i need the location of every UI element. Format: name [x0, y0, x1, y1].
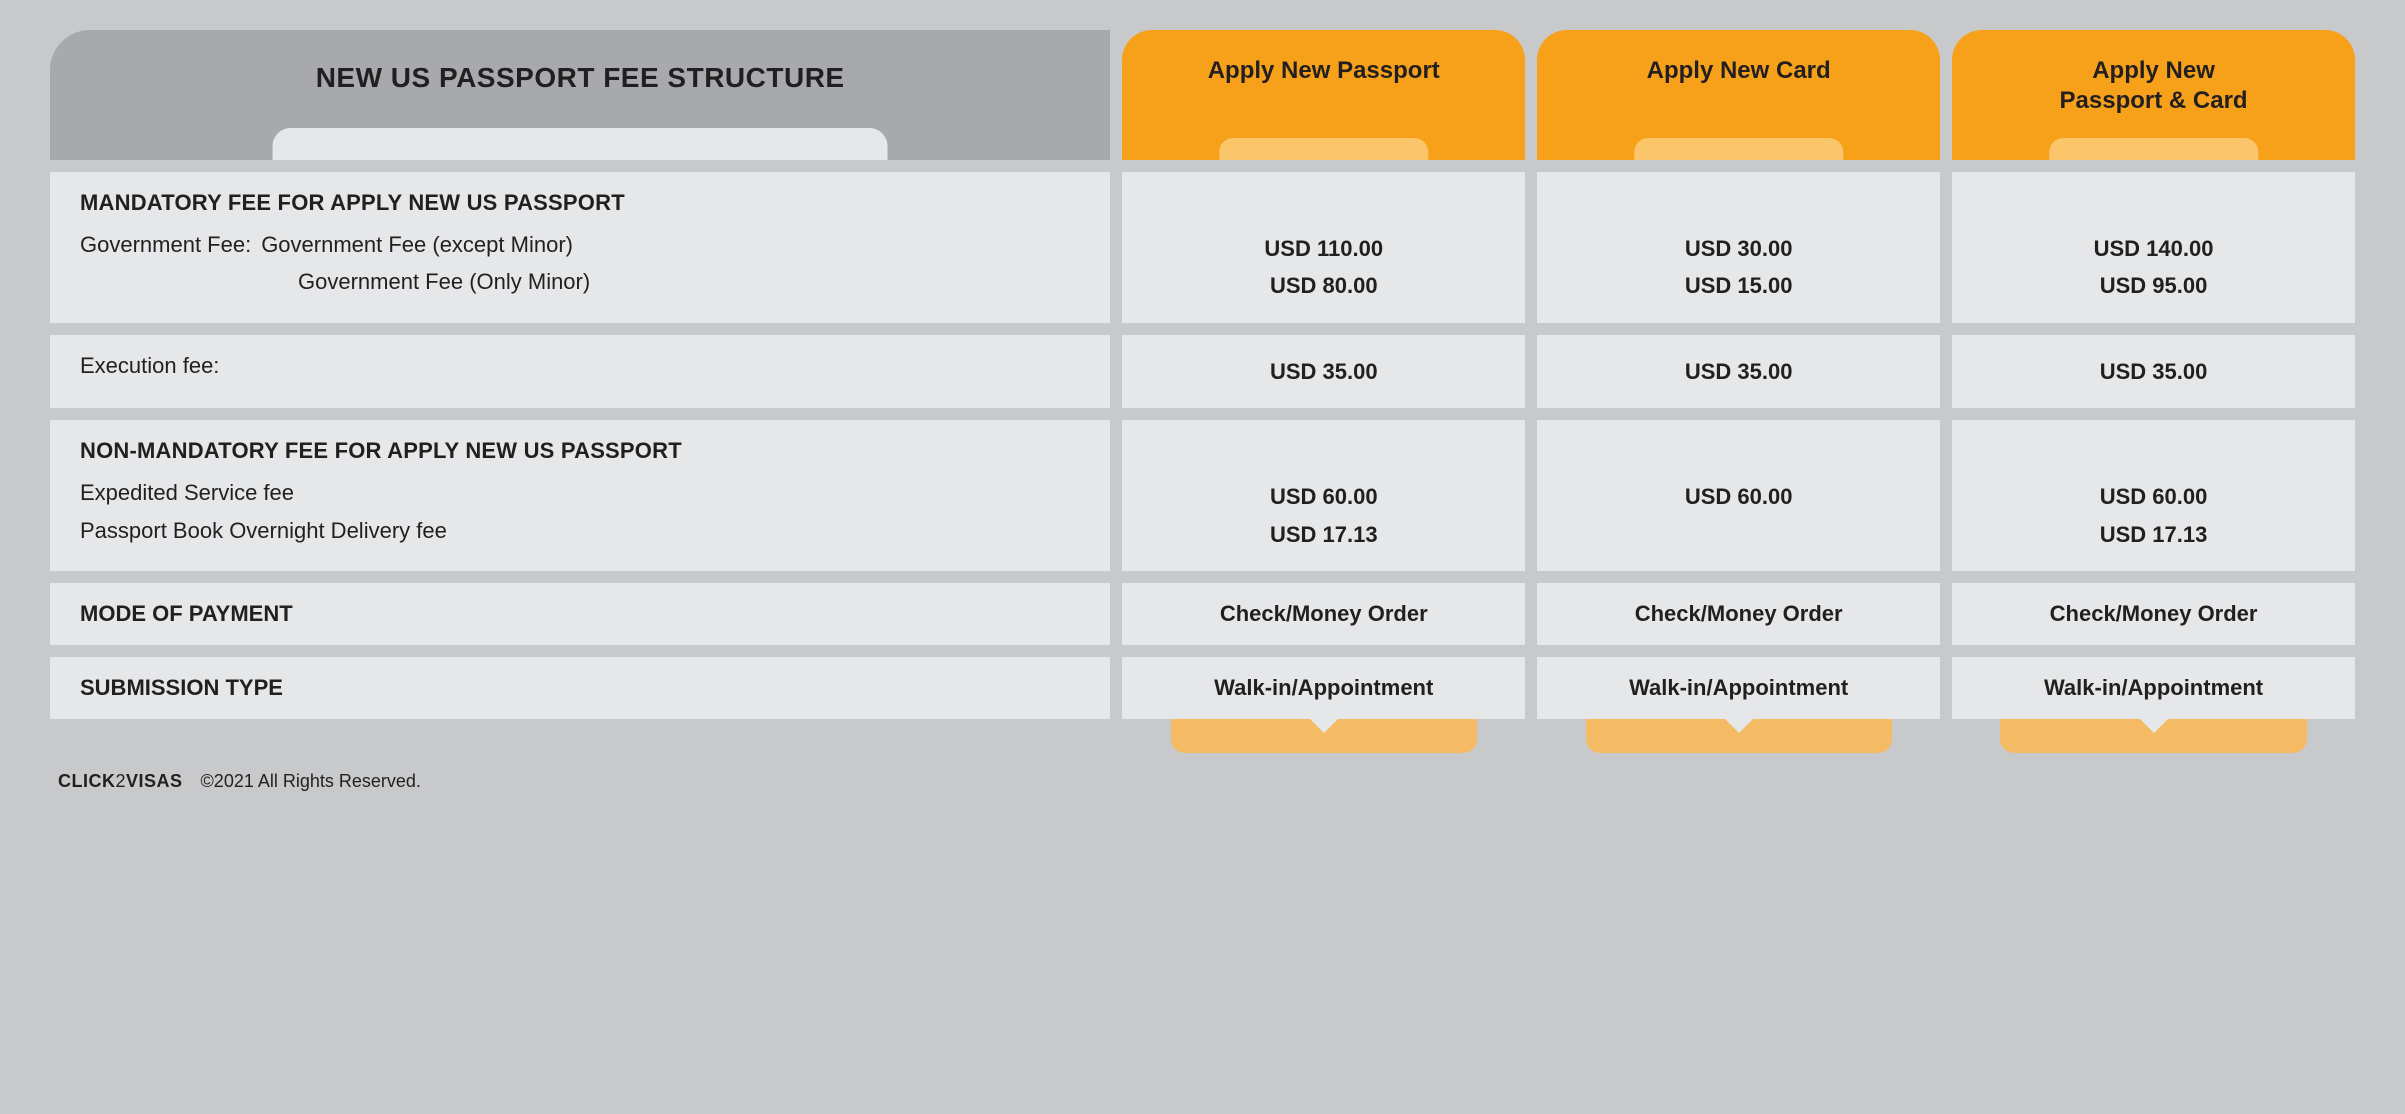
section-mandatory-labels: MANDATORY FEE FOR APPLY NEW US PASSPORT …: [50, 172, 1110, 323]
submission-type-label: SUBMISSION TYPE: [50, 657, 1110, 719]
brand-mid: 2: [116, 771, 127, 791]
header-col-0-label: Apply New Passport: [1198, 56, 1450, 86]
section-nonmandatory-title: NON-MANDATORY FEE FOR APPLY NEW US PASSP…: [80, 438, 1080, 464]
gov-fee-prefix: Government Fee:: [80, 226, 251, 263]
nonmand-col1: USD 60.00: [1537, 420, 1940, 571]
gov-fee-1-2: USD 95.00: [1982, 267, 2325, 304]
overnight-label: Passport Book Overnight Delivery fee: [80, 512, 1080, 549]
footer-tag-2: [1952, 719, 2355, 753]
overnight-val-0: USD 17.13: [1152, 516, 1495, 553]
submission-type-1: Walk-in/Appointment: [1537, 657, 1940, 719]
submission-type-row: SUBMISSION TYPE Walk-in/Appointment Walk…: [50, 657, 2355, 719]
brand-pre: CLICK: [58, 771, 116, 791]
header-col-0: Apply New Passport: [1122, 30, 1525, 160]
execution-col0: USD 35.00: [1122, 335, 1525, 408]
execution-col1: USD 35.00: [1537, 335, 1940, 408]
nonmand-col0: USD 60.00 USD 17.13: [1122, 420, 1525, 571]
execution-val-1: USD 35.00: [1567, 353, 1910, 390]
section-mandatory: MANDATORY FEE FOR APPLY NEW US PASSPORT …: [50, 172, 2355, 323]
section-mandatory-col1: USD 30.00 USD 15.00: [1537, 172, 1940, 323]
section-mandatory-title: MANDATORY FEE FOR APPLY NEW US PASSPORT: [80, 190, 1080, 216]
expedited-label: Expedited Service fee: [80, 474, 1080, 511]
fee-table: NEW US PASSPORT FEE STRUCTURE Apply New …: [50, 30, 2355, 792]
gov-fee-line-0: Government Fee: Government Fee (except M…: [80, 226, 1080, 263]
mode-of-payment-label: MODE OF PAYMENT: [50, 583, 1110, 645]
header-title-cell: NEW US PASSPORT FEE STRUCTURE: [50, 30, 1110, 160]
section-execution: Execution fee: USD 35.00 USD 35.00 USD 3…: [50, 335, 2355, 408]
brand: CLICK2VISAS: [58, 771, 183, 792]
nonmand-col2: USD 60.00 USD 17.13: [1952, 420, 2355, 571]
header-col-2-notch: [2049, 138, 2259, 160]
section-nonmandatory: NON-MANDATORY FEE FOR APPLY NEW US PASSP…: [50, 420, 2355, 571]
gov-fee-except-minor: Government Fee (except Minor): [251, 226, 573, 263]
header-row: NEW US PASSPORT FEE STRUCTURE Apply New …: [50, 30, 2355, 160]
expedited-val-0: USD 60.00: [1152, 478, 1495, 515]
gov-fee-1-0: USD 80.00: [1152, 267, 1495, 304]
header-col-1-label: Apply New Card: [1637, 56, 1841, 86]
copyright: ©2021 All Rights Reserved.: [201, 771, 421, 792]
mode-of-payment-1: Check/Money Order: [1537, 583, 1940, 645]
table-title: NEW US PASSPORT FEE STRUCTURE: [316, 62, 845, 94]
header-notch: [273, 128, 888, 160]
footnote: CLICK2VISAS ©2021 All Rights Reserved.: [50, 771, 2355, 792]
section-nonmandatory-labels: NON-MANDATORY FEE FOR APPLY NEW US PASSP…: [50, 420, 1110, 571]
execution-col2: USD 35.00: [1952, 335, 2355, 408]
submission-type-0: Walk-in/Appointment: [1122, 657, 1525, 719]
header-col-1-notch: [1634, 138, 1844, 160]
brand-post: VISAS: [126, 771, 183, 791]
mode-of-payment-2: Check/Money Order: [1952, 583, 2355, 645]
submission-type-2: Walk-in/Appointment: [1952, 657, 2355, 719]
overnight-val-2: USD 17.13: [1982, 516, 2325, 553]
header-col-0-notch: [1219, 138, 1429, 160]
execution-val-2: USD 35.00: [1982, 353, 2325, 390]
footer-tags: [50, 719, 2355, 753]
footer-spacer: [50, 719, 1110, 753]
mode-of-payment-0: Check/Money Order: [1122, 583, 1525, 645]
header-col-2: Apply New Passport & Card: [1952, 30, 2355, 160]
expedited-val-1: USD 60.00: [1567, 478, 1910, 515]
footer-tag-1: [1537, 719, 1940, 753]
header-col-2-label: Apply New Passport & Card: [2050, 56, 2258, 116]
footer-tag-0: [1122, 719, 1525, 753]
section-mandatory-col0: USD 110.00 USD 80.00: [1122, 172, 1525, 323]
gov-fee-only-minor: Government Fee (Only Minor): [80, 263, 1080, 300]
execution-label: Execution fee:: [80, 353, 219, 378]
mode-of-payment-row: MODE OF PAYMENT Check/Money Order Check/…: [50, 583, 2355, 645]
execution-label-cell: Execution fee:: [50, 335, 1110, 408]
header-col-1: Apply New Card: [1537, 30, 1940, 160]
gov-fee-0-2: USD 140.00: [1982, 230, 2325, 267]
gov-fee-1-1: USD 15.00: [1567, 267, 1910, 304]
section-mandatory-col2: USD 140.00 USD 95.00: [1952, 172, 2355, 323]
gov-fee-0-1: USD 30.00: [1567, 230, 1910, 267]
gov-fee-0-0: USD 110.00: [1152, 230, 1495, 267]
expedited-val-2: USD 60.00: [1982, 478, 2325, 515]
execution-val-0: USD 35.00: [1152, 353, 1495, 390]
